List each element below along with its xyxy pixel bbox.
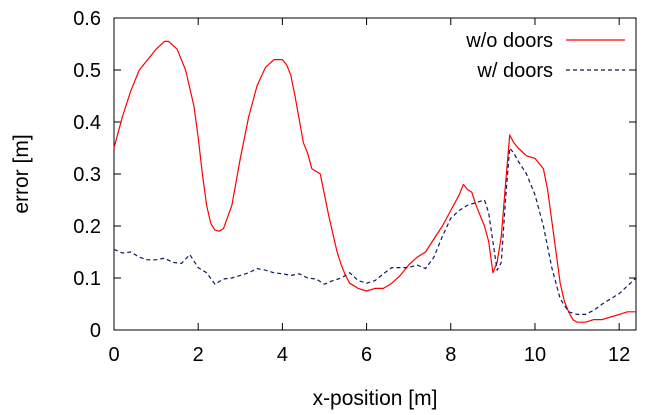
- series-line-w-doors: [113, 147, 637, 315]
- y-tick-label: 0.6: [73, 8, 101, 30]
- x-tick-label: 10: [524, 344, 546, 366]
- y-tick-label: 0.2: [73, 216, 101, 238]
- y-tick-label: 0: [90, 320, 101, 342]
- x-tick-label: 2: [193, 344, 204, 366]
- plot-frame: [113, 17, 637, 331]
- x-tick-label: 4: [277, 344, 288, 366]
- x-tick-label: 8: [445, 344, 456, 366]
- x-axis-title: x-position [m]: [313, 387, 438, 410]
- y-tick-label: 0.5: [73, 60, 101, 82]
- legend-label-w-doors: w/ doors: [476, 60, 553, 82]
- axis-ticks: [113, 17, 636, 331]
- x-tick-label: 0: [108, 344, 119, 366]
- x-tick-label: 12: [608, 344, 630, 366]
- series-layer: [113, 40, 637, 323]
- series-line-wo-doors: [113, 40, 636, 323]
- x-tick-label: 6: [361, 344, 372, 366]
- y-tick-label: 0.3: [73, 164, 101, 186]
- y-axis-title: error [m]: [10, 134, 33, 213]
- y-tick-label: 0.4: [73, 112, 101, 134]
- y-tick-label: 0.1: [73, 268, 101, 290]
- legend-label-wo-doors: w/o doors: [465, 30, 553, 52]
- legend: w/o doors w/ doors: [465, 30, 625, 82]
- tick-labels: 0 2 4 6 8 10 12 0 0.1 0.2 0.3 0.4 0.5 0.6: [73, 8, 630, 366]
